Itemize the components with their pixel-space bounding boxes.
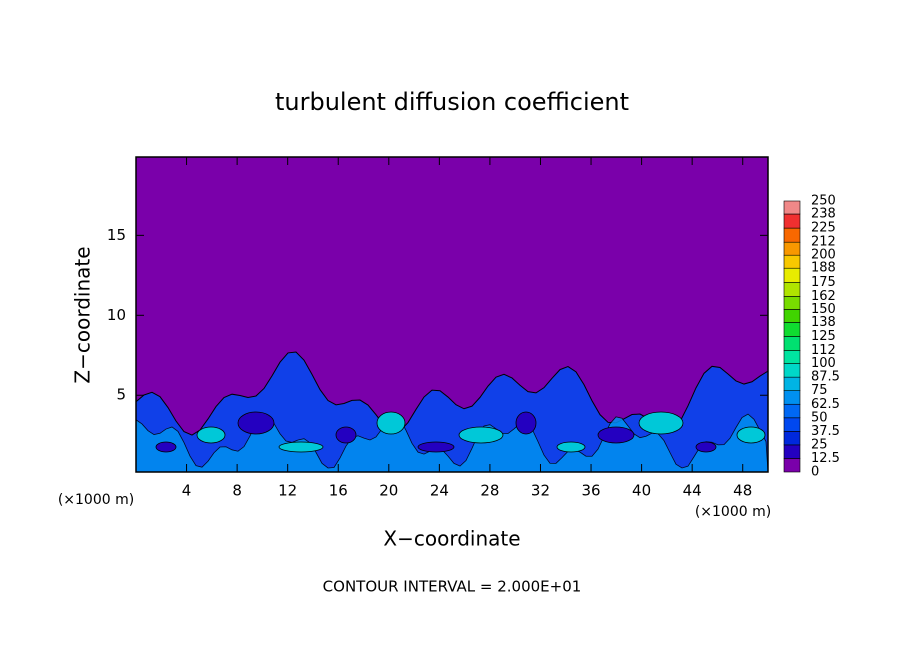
colorbar-label: 188: [811, 261, 836, 276]
x-tick-label: 16: [329, 482, 348, 500]
colorbar-label: 100: [811, 356, 836, 371]
y-tick-label: 10: [107, 306, 126, 324]
eddy: [458, 426, 504, 444]
y-axis-label: Z−coordinate: [71, 246, 95, 383]
colorbar-segment: [783, 376, 801, 391]
colorbar-label: 0: [811, 465, 819, 480]
colorbar-segment: [783, 296, 801, 310]
colorbar-segment: [783, 241, 801, 256]
colorbar-label: 37.5: [811, 424, 840, 439]
plot-frame: [135, 156, 769, 473]
colorbar-label: 212: [811, 235, 836, 250]
colorbar-label: 250: [811, 194, 836, 209]
y-tick-label: 15: [107, 226, 126, 244]
colorbar-label: 62.5: [811, 397, 840, 412]
eddy: [736, 426, 766, 444]
colorbar-label: 25: [811, 437, 828, 452]
x-tick-label: 40: [632, 482, 651, 500]
colorbar-label: 87.5: [811, 370, 840, 385]
colorbar-segment: [783, 200, 801, 215]
colorbar-segment: [783, 403, 801, 419]
eddy: [638, 411, 684, 435]
x-tick-label: 20: [379, 482, 398, 500]
colorbar-label: 238: [811, 207, 836, 222]
colorbar-label: 12.5: [811, 451, 840, 466]
eddy: [196, 426, 226, 444]
colorbar-segment: [783, 336, 801, 351]
x-tick-label: 4: [182, 482, 192, 500]
eddy: [376, 411, 406, 435]
colorbar-label: 225: [811, 221, 836, 236]
x-tick-label: 24: [430, 482, 449, 500]
x-unit-label: (×1000 m): [695, 504, 771, 520]
x-tick-label: 28: [480, 482, 499, 500]
colorbar-label: 162: [811, 289, 836, 304]
x-unit-label: (×1000 m): [58, 492, 134, 508]
eddy: [278, 441, 324, 453]
y-tick-label: 5: [116, 386, 126, 404]
colorbar-label: 50: [811, 410, 828, 425]
eddy: [597, 426, 635, 444]
annotation: CONTOUR INTERVAL = 2.000E+01: [323, 578, 582, 596]
colorbar-label: 75: [811, 383, 828, 398]
eddy: [417, 441, 455, 453]
eddy: [335, 426, 357, 444]
eddy: [695, 441, 717, 453]
x-tick-label: 8: [232, 482, 242, 500]
colorbar-segment: [783, 350, 801, 364]
colorbar-segment: [783, 309, 801, 323]
x-axis-label: X−coordinate: [383, 527, 520, 551]
plot-area: [135, 156, 769, 473]
colorbar-segment: [783, 213, 801, 229]
x-tick-label: 12: [278, 482, 297, 500]
colorbar-segment: [783, 322, 801, 337]
colorbar-label: 175: [811, 275, 836, 290]
x-tick-label: 36: [581, 482, 600, 500]
colorbar-segment: [783, 458, 801, 473]
colorbar-segment: [783, 444, 801, 459]
chart-title: turbulent diffusion coefficient: [275, 88, 629, 116]
colorbar-segment: [783, 281, 801, 297]
colorbar-label: 150: [811, 302, 836, 317]
colorbar-segment: [783, 254, 801, 269]
eddy: [155, 441, 177, 453]
colorbar-segment: [783, 390, 801, 405]
x-tick-label: 32: [531, 482, 550, 500]
colorbar-segment: [783, 417, 801, 432]
colorbar-segment: [783, 267, 801, 283]
x-tick-label: 44: [683, 482, 702, 500]
colorbar-segment: [783, 227, 801, 243]
eddy: [556, 441, 586, 453]
colorbar-label: 200: [811, 248, 836, 263]
colorbar-segment: [783, 431, 801, 446]
colorbar-segment: [783, 363, 801, 378]
x-tick-label: 48: [733, 482, 752, 500]
eddy: [237, 411, 275, 435]
eddy: [515, 411, 537, 435]
colorbar-label: 125: [811, 329, 836, 344]
colorbar-label: 138: [811, 315, 836, 330]
colorbar-label: 112: [811, 343, 836, 358]
